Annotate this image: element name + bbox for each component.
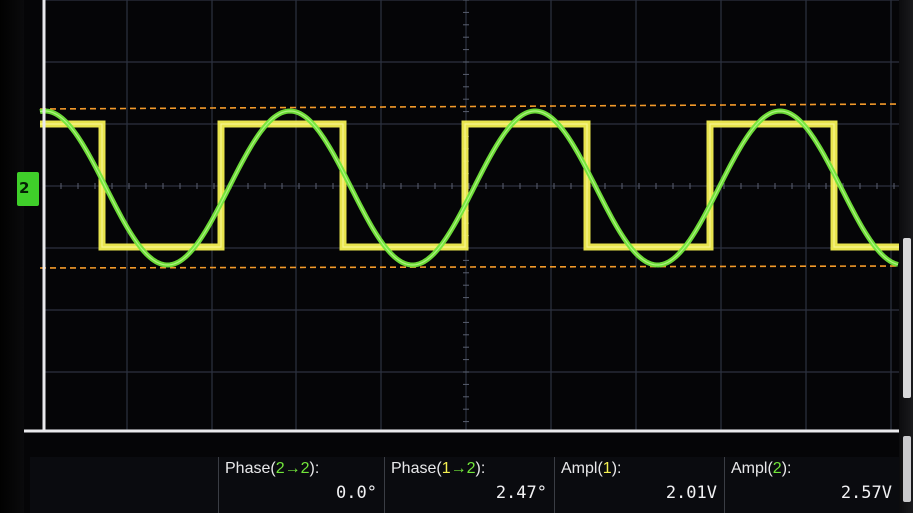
measurement-value: 2.01V [665, 483, 717, 503]
side-menu-tab-lower[interactable] [903, 436, 911, 502]
measurement-bar: Phase(2→2): 0.0° Phase(1→2): 2.47° Ampl(… [30, 457, 899, 513]
measurement-value: 2.57V [840, 483, 892, 503]
measurement-ampl-1[interactable]: Ampl(1): 2.01V [554, 457, 725, 513]
channel-2-sine-wave [39, 108, 899, 268]
channel-2-marker[interactable]: 2 [17, 172, 39, 206]
measurement-phase-1-2[interactable]: Phase(1→2): 2.47° [384, 457, 555, 513]
measurement-label: Ampl(2): [731, 460, 792, 477]
channel-2-trace-core [39, 110, 899, 266]
channel-2-marker-label: 2 [19, 179, 30, 197]
measurement-value: 2.47° [495, 483, 547, 503]
measurement-ampl-2[interactable]: Ampl(2): 2.57V [724, 457, 900, 513]
channel-1-square-wave [40, 120, 899, 251]
cursor-lower [39, 265, 900, 269]
measurement-label: Phase(2→2): [225, 460, 320, 477]
side-menu-tab[interactable] [903, 238, 911, 398]
measurement-value: 0.0° [336, 483, 377, 503]
cursor-lines [39, 103, 900, 269]
measurement-label: Ampl(1): [561, 460, 622, 477]
cursor-upper [39, 103, 900, 110]
measurement-label: Phase(1→2): [391, 460, 486, 477]
channel-1-trace-core [40, 123, 899, 248]
measurement-phase-2-2[interactable]: Phase(2→2): 0.0° [218, 457, 385, 513]
graticule-grid [43, 0, 899, 431]
left-bezel [0, 0, 24, 513]
